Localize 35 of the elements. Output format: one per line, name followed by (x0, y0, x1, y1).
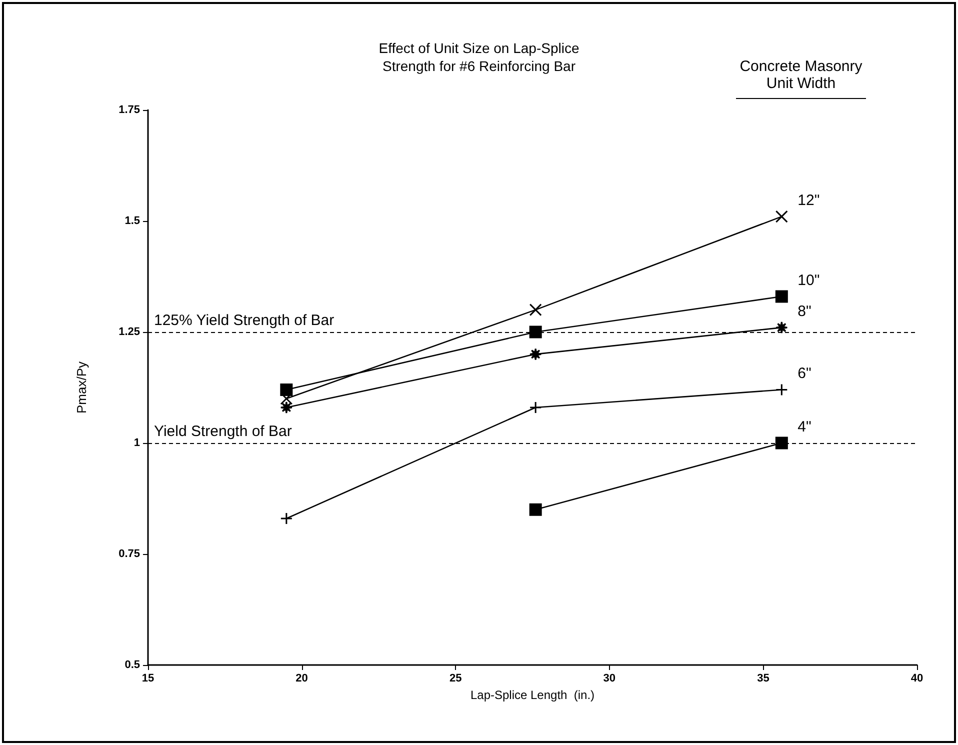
chart-title: Effect of Unit Size on Lap-Splice Strength for #6 Reinforcing Bar (378, 40, 580, 74)
y-tick-label: 1 (134, 437, 140, 449)
legend-title: Concrete Masonry Unit Width (736, 58, 866, 99)
series-label: 12" (798, 192, 820, 210)
point (280, 383, 293, 396)
point (529, 326, 542, 338)
point (280, 512, 293, 525)
x-tick-label: 15 (142, 672, 154, 684)
point (775, 321, 788, 334)
point (529, 503, 542, 516)
y-axis-title: Pmax/Py (74, 360, 89, 414)
series-label: 10" (798, 272, 820, 289)
x-tick-label: 35 (757, 672, 770, 684)
point (775, 290, 788, 303)
y-tick-label: 1.75 (118, 104, 140, 116)
x-tick-label: 20 (296, 672, 308, 684)
series-label: 6" (798, 365, 812, 382)
point (529, 401, 542, 414)
y-tick-label: 1.25 (118, 326, 140, 338)
point (775, 436, 788, 450)
point (529, 348, 542, 360)
point (529, 304, 542, 316)
ref-line-label: Yield Strength of Bar (154, 423, 292, 440)
y-tick-label: 1.5 (124, 215, 140, 227)
x-tick-label: 40 (910, 672, 924, 684)
y-tick-label: 0.75 (118, 548, 140, 560)
x-tick-label: 25 (449, 672, 462, 684)
point (775, 210, 788, 223)
series-label: 4" (798, 418, 812, 436)
ref-line-label: 125% Yield Strength of Bar (154, 312, 334, 329)
x-tick-label: 30 (603, 672, 616, 684)
point (280, 401, 293, 414)
y-tick-label: 0.5 (124, 659, 140, 671)
x-axis-title: Lap-Splice Length (in.) (470, 688, 595, 702)
series-label: 8" (798, 303, 812, 320)
